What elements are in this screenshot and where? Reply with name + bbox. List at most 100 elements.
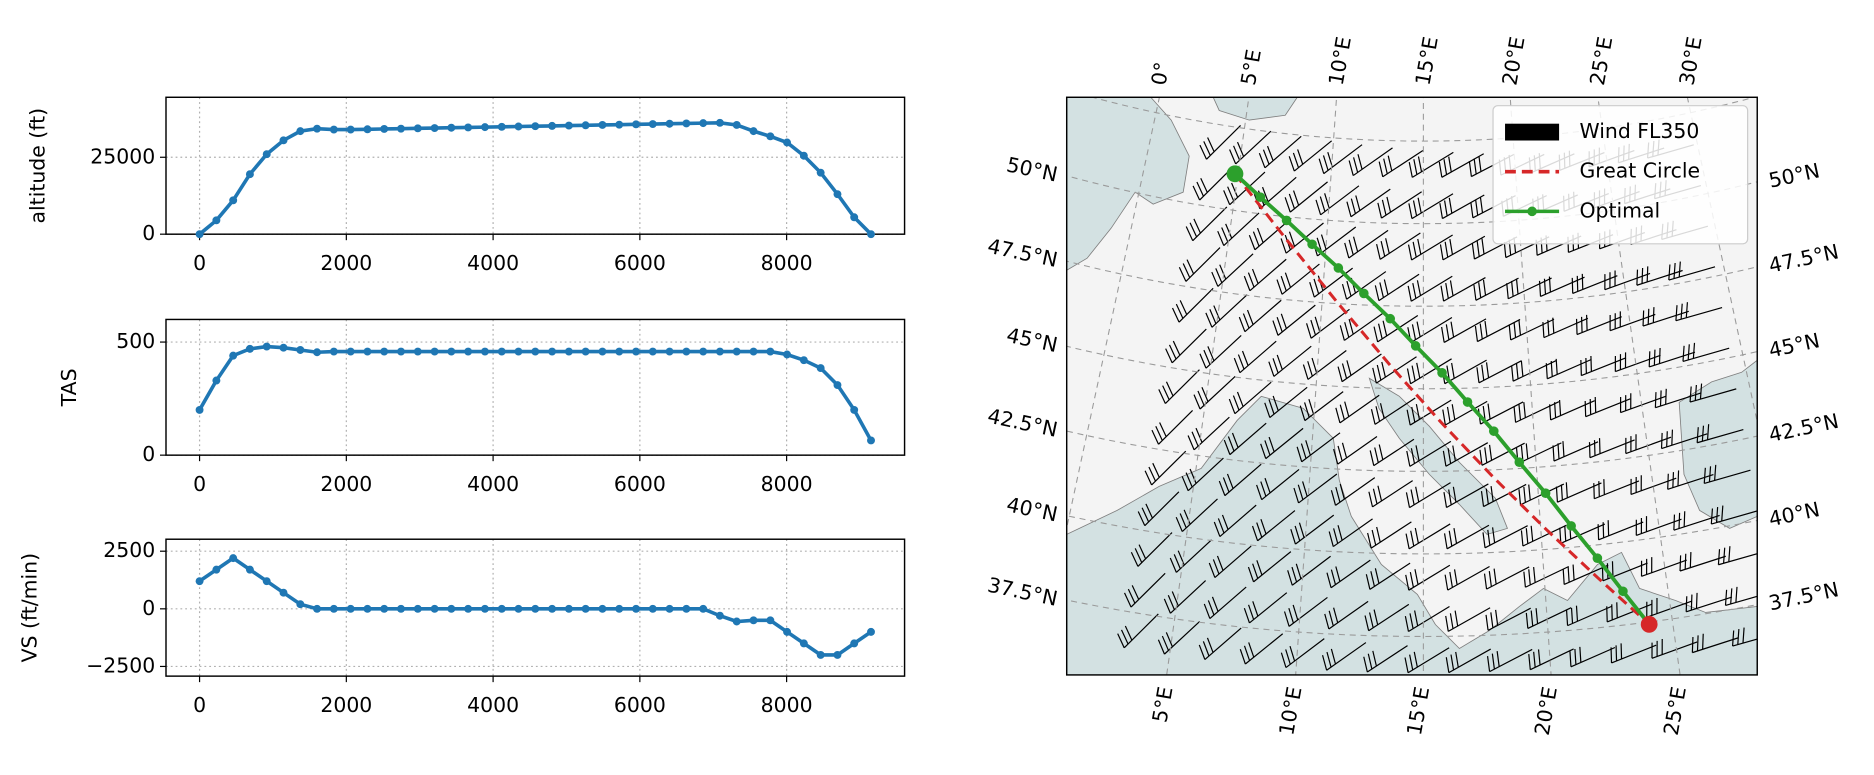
wind-barb: [1485, 607, 1531, 631]
wind-barb: [1328, 518, 1373, 548]
axes-frame: [165, 318, 906, 456]
point: [632, 604, 641, 613]
x-tick-label: 6000: [614, 251, 666, 275]
wind-barb: [1479, 442, 1525, 466]
wind-barb: [1163, 580, 1207, 614]
wind-barb: [1365, 562, 1411, 590]
point: [296, 127, 305, 136]
wind-barb: [1685, 592, 1733, 613]
wind-barb: [1348, 147, 1393, 177]
wind-barb: [1321, 642, 1367, 671]
route-point: [1566, 521, 1576, 531]
wind-barb: [1199, 125, 1242, 160]
point: [296, 346, 305, 354]
point: [867, 230, 875, 239]
wind-barb: [1441, 318, 1487, 343]
wind-barb: [1630, 475, 1677, 496]
point: [363, 347, 372, 356]
wind-barb: [1374, 273, 1420, 302]
lat-label-right: 50°N: [1767, 158, 1822, 192]
wind-barb: [1443, 483, 1489, 509]
wind-barb: [1192, 165, 1235, 201]
wind-barb: [1689, 383, 1737, 403]
lat-label-right: 42.5°N: [1767, 409, 1841, 447]
point: [430, 124, 439, 133]
point: [531, 604, 540, 613]
wind-barb: [1442, 400, 1488, 426]
wind-barb: [1309, 267, 1353, 298]
lat-label-right: 37.5°N: [1767, 577, 1841, 615]
x-tick-label: 8000: [761, 472, 813, 496]
wind-barb: [1228, 381, 1272, 415]
lat-label-left: 37.5°N: [985, 573, 1059, 611]
route-point: [1281, 215, 1292, 226]
wind-barb: [1601, 561, 1648, 582]
wind-barb: [1264, 386, 1308, 418]
point: [732, 347, 741, 356]
wind-barb: [1660, 429, 1708, 450]
parallel: [1066, 345, 1758, 390]
point: [497, 347, 506, 356]
wind-barb: [1679, 552, 1726, 572]
route-point: [1514, 457, 1525, 468]
legend-label: Great Circle: [1580, 159, 1701, 183]
point: [212, 216, 221, 225]
wind-barb: [1597, 520, 1644, 541]
wind-barb: [1682, 342, 1730, 362]
wind-barb: [1223, 422, 1267, 456]
route-point: [1592, 553, 1603, 563]
point: [816, 168, 825, 177]
wind-barb: [1251, 510, 1296, 542]
point: [464, 604, 473, 613]
point: [715, 118, 724, 127]
wind-barb: [1199, 335, 1242, 369]
point: [699, 604, 708, 613]
point: [245, 565, 254, 574]
wind-barb: [1571, 273, 1618, 295]
wind-barb: [1144, 450, 1187, 486]
wind-barb: [1511, 359, 1557, 382]
wind-barb: [1675, 302, 1723, 322]
parallel: [1066, 515, 1758, 555]
wind-barb: [1667, 470, 1714, 490]
destination-marker: [1640, 615, 1658, 633]
route-point: [1385, 313, 1396, 324]
wind-barb: [1268, 345, 1312, 377]
wind-barb: [1528, 648, 1574, 671]
x-tick-label: 0: [193, 472, 206, 496]
wind-barb: [1339, 312, 1384, 341]
point: [229, 554, 238, 563]
wind-barb: [1238, 299, 1282, 333]
point: [732, 617, 741, 626]
point: [615, 604, 624, 613]
sea: [1066, 97, 1190, 271]
point: [346, 347, 355, 356]
y-axis-label: VS (ft/min): [17, 553, 41, 663]
sea: [1368, 377, 1509, 535]
lat-label-left: 47.5°N: [985, 234, 1059, 272]
point: [648, 604, 657, 613]
point: [749, 127, 758, 136]
wind-barb: [1444, 565, 1490, 591]
wind-barb: [1299, 391, 1344, 422]
wind-barb: [1211, 253, 1254, 287]
x-tick-label: 4000: [467, 472, 519, 496]
y-tick-label: 25000: [90, 144, 155, 168]
point: [363, 604, 372, 613]
point: [262, 342, 271, 351]
wind-barb: [1368, 480, 1413, 508]
wind-barb: [1520, 524, 1567, 547]
wind-barb: [1404, 605, 1450, 632]
wind-barb: [1406, 440, 1452, 467]
wind-barb: [1247, 551, 1292, 583]
wind-barb: [1614, 352, 1661, 373]
wind-barb: [1640, 557, 1687, 577]
point: [262, 150, 271, 159]
wind-barb: [1588, 438, 1635, 459]
point: [816, 650, 825, 659]
wind-barb: [1165, 328, 1207, 364]
point: [548, 604, 557, 613]
wind-barb: [1239, 633, 1284, 665]
wind-barb: [1337, 353, 1382, 383]
wind-barb: [1696, 424, 1744, 444]
